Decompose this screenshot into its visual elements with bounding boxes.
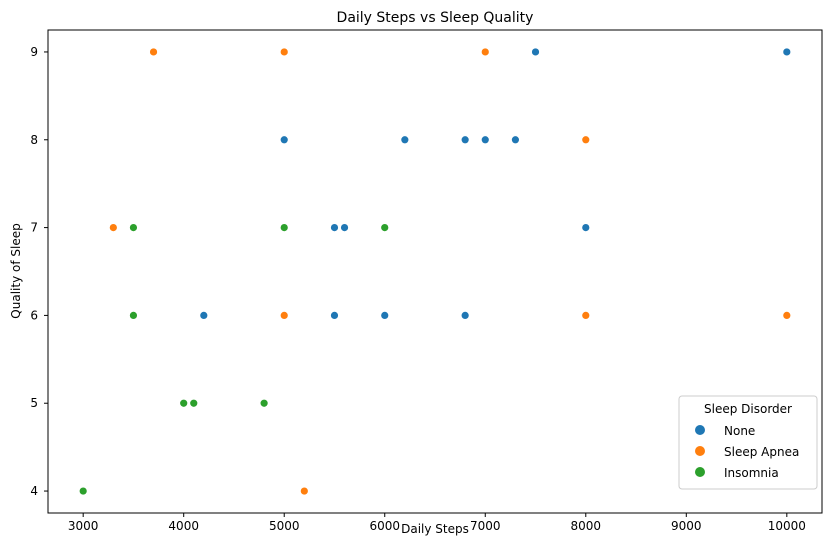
point-none — [531, 47, 540, 57]
point-sleep-apnea — [279, 47, 289, 57]
x-tick-label: 8000 — [571, 519, 602, 533]
point-insomnia — [129, 311, 138, 320]
point-none — [340, 223, 349, 232]
legend-label-sleep-apnea: Sleep Apnea — [724, 445, 799, 459]
x-tick-label: 3000 — [68, 519, 99, 533]
point-insomnia — [380, 223, 390, 232]
legend-box — [678, 395, 818, 490]
point-none — [782, 47, 792, 57]
point-sleep-apnea — [782, 311, 792, 320]
legend-title: Sleep Disorder — [704, 402, 792, 416]
point-none — [330, 311, 339, 320]
x-tick-label: 4000 — [168, 519, 199, 533]
chart-title: Daily Steps vs Sleep Quality — [337, 10, 534, 26]
point-insomnia — [129, 223, 138, 232]
point-insomnia — [279, 223, 289, 232]
y-tick-label: 7 — [30, 221, 38, 235]
point-sleep-apnea — [108, 223, 118, 232]
legend-marker-insomnia — [695, 467, 705, 477]
y-tick-label: 6 — [30, 308, 38, 322]
y-tick-label: 4 — [30, 484, 38, 498]
point-insomnia — [189, 398, 199, 408]
point-none — [380, 311, 390, 320]
point-none — [511, 135, 520, 145]
y-tick-label: 9 — [30, 45, 38, 59]
point-none — [199, 311, 209, 320]
point-none — [330, 223, 339, 232]
point-none — [460, 311, 470, 320]
point-none — [581, 223, 591, 232]
point-none — [460, 135, 470, 145]
point-sleep-apnea — [299, 486, 309, 496]
point-insomnia — [259, 398, 269, 408]
x-axis-label: Daily Steps — [401, 522, 469, 536]
data-points — [78, 47, 792, 496]
x-tick-label: 6000 — [369, 519, 400, 533]
y-tick-label: 5 — [30, 396, 38, 410]
x-tick-label: 7000 — [470, 519, 501, 533]
y-axis-label: Quality of Sleep — [9, 223, 23, 318]
point-sleep-apnea — [279, 311, 289, 320]
legend-label-none: None — [724, 424, 755, 438]
y-tick-label: 8 — [30, 133, 38, 147]
legend: Sleep Disorder None Sleep Apnea Insomnia — [678, 395, 818, 490]
legend-marker-sleep-apnea — [695, 446, 705, 456]
x-tick-label: 9000 — [671, 519, 702, 533]
point-none — [400, 135, 410, 145]
x-tick-label: 5000 — [269, 519, 300, 533]
x-tick-label: 10000 — [768, 519, 806, 533]
point-none — [480, 135, 490, 145]
plot-frame — [47, 29, 823, 514]
point-sleep-apnea — [480, 47, 490, 57]
point-sleep-apnea — [581, 135, 591, 145]
point-sleep-apnea — [149, 47, 158, 57]
point-insomnia — [78, 486, 88, 496]
point-insomnia — [179, 398, 189, 408]
point-sleep-apnea — [581, 311, 591, 320]
legend-label-insomnia: Insomnia — [724, 466, 779, 480]
axis-ticks: 3000 4000 5000 6000 7000 8000 9000 10000 4 5 6 7 8 9 — [30, 45, 806, 533]
legend-marker-none — [695, 425, 705, 435]
point-none — [279, 135, 289, 145]
